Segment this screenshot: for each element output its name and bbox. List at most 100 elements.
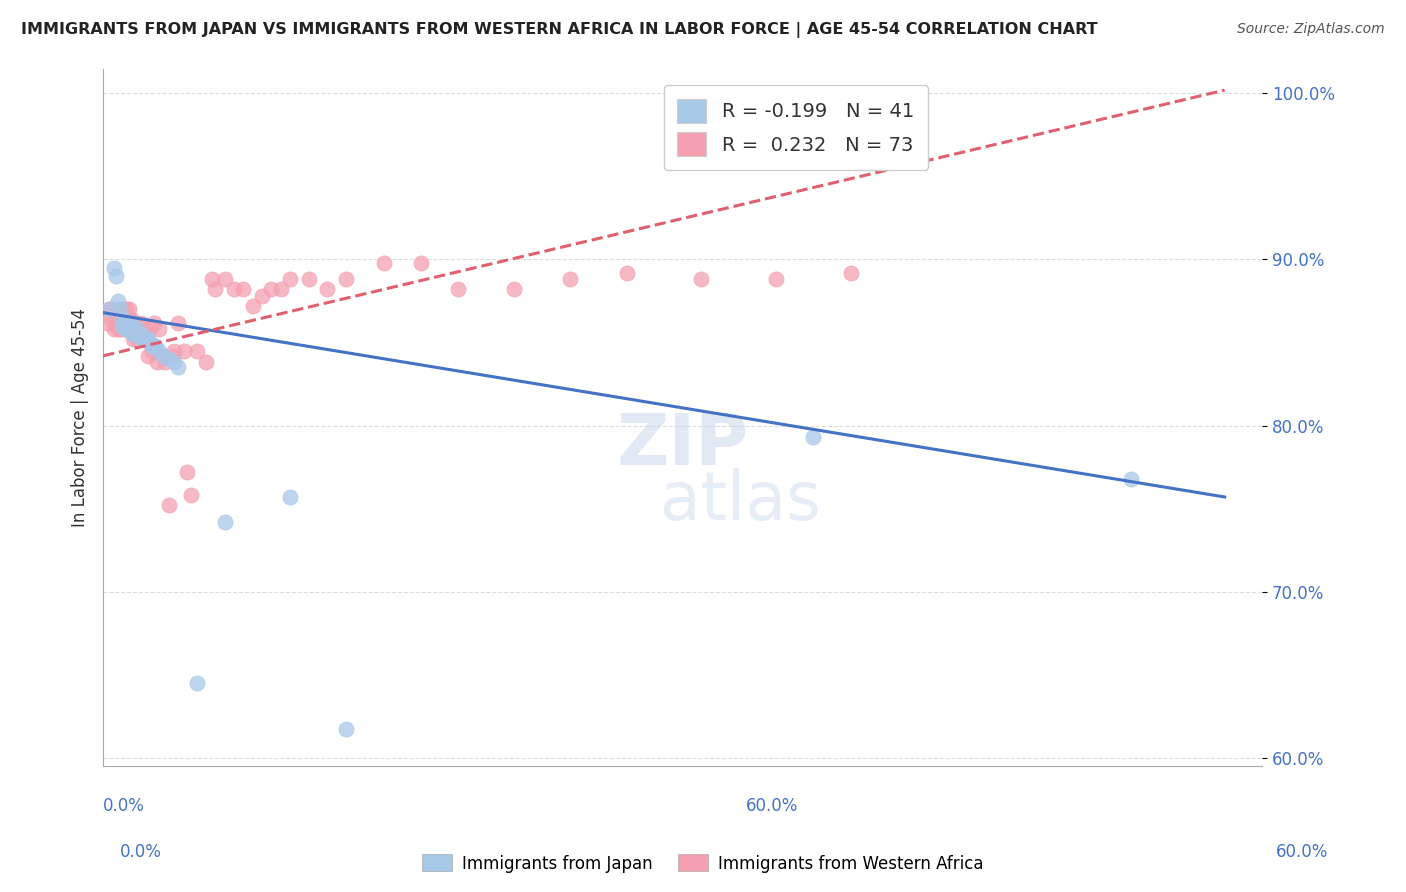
Point — [142, 316, 165, 330]
Point — [128, 327, 150, 342]
Point — [125, 332, 148, 346]
Point — [157, 352, 180, 367]
Point — [146, 355, 169, 369]
Legend: Immigrants from Japan, Immigrants from Western Africa: Immigrants from Japan, Immigrants from W… — [416, 847, 990, 880]
Point — [222, 282, 245, 296]
Point — [128, 322, 150, 336]
Point — [122, 332, 145, 346]
Point — [214, 515, 236, 529]
Point — [107, 312, 129, 326]
Point — [141, 339, 163, 353]
Point — [335, 272, 357, 286]
Text: 60.0%: 60.0% — [747, 797, 799, 814]
Point — [135, 327, 157, 342]
Point — [108, 302, 131, 317]
Point — [129, 316, 152, 330]
Point — [111, 302, 134, 317]
Point — [278, 490, 301, 504]
Point — [124, 316, 146, 330]
Text: 60.0%: 60.0% — [1277, 843, 1329, 861]
Point — [107, 322, 129, 336]
Point — [803, 430, 825, 444]
Point — [108, 322, 131, 336]
Point — [114, 302, 136, 317]
Point — [200, 272, 222, 286]
Point — [270, 282, 292, 296]
Point — [112, 322, 135, 336]
Point — [114, 322, 136, 336]
Point — [122, 316, 145, 330]
Text: IMMIGRANTS FROM JAPAN VS IMMIGRANTS FROM WESTERN AFRICA IN LABOR FORCE | AGE 45-: IMMIGRANTS FROM JAPAN VS IMMIGRANTS FROM… — [21, 22, 1098, 38]
Point — [117, 322, 139, 336]
Point — [131, 332, 153, 346]
Point — [409, 256, 432, 270]
Point — [250, 289, 273, 303]
Point — [107, 293, 129, 308]
Point — [97, 302, 120, 317]
Point — [298, 272, 321, 286]
Point — [373, 256, 395, 270]
Point — [167, 316, 190, 330]
Point — [125, 327, 148, 342]
Point — [96, 316, 118, 330]
Text: 0.0%: 0.0% — [103, 797, 145, 814]
Point — [134, 332, 156, 346]
Text: ZIP: ZIP — [616, 410, 749, 480]
Point — [194, 355, 217, 369]
Point — [129, 327, 152, 342]
Point — [173, 343, 195, 358]
Point — [129, 322, 152, 336]
Point — [1121, 472, 1143, 486]
Point — [134, 332, 156, 346]
Point — [180, 488, 202, 502]
Point — [103, 322, 125, 336]
Point — [117, 316, 139, 330]
Point — [118, 318, 141, 333]
Point — [120, 322, 142, 336]
Point — [278, 272, 301, 286]
Point — [141, 343, 163, 358]
Point — [242, 299, 264, 313]
Point — [105, 305, 128, 319]
Point — [232, 282, 254, 296]
Legend: R = -0.199   N = 41, R =  0.232   N = 73: R = -0.199 N = 41, R = 0.232 N = 73 — [664, 86, 928, 169]
Point — [839, 266, 862, 280]
Point — [122, 327, 145, 342]
Text: atlas: atlas — [659, 468, 821, 534]
Point — [111, 310, 134, 325]
Point — [616, 266, 638, 280]
Point — [120, 322, 142, 336]
Point — [111, 316, 134, 330]
Point — [163, 355, 186, 369]
Point — [122, 322, 145, 336]
Point — [142, 339, 165, 353]
Point — [118, 302, 141, 317]
Point — [157, 498, 180, 512]
Text: 0.0%: 0.0% — [120, 843, 162, 861]
Point — [163, 343, 186, 358]
Point — [120, 312, 142, 326]
Point — [105, 269, 128, 284]
Point — [503, 282, 526, 296]
Point — [186, 676, 208, 690]
Point — [125, 322, 148, 336]
Point — [105, 316, 128, 330]
Point — [765, 272, 787, 286]
Point — [145, 339, 167, 353]
Point — [335, 723, 357, 737]
Point — [124, 327, 146, 342]
Point — [260, 282, 283, 296]
Point — [117, 322, 139, 336]
Point — [103, 260, 125, 275]
Point — [145, 339, 167, 353]
Text: Source: ZipAtlas.com: Source: ZipAtlas.com — [1237, 22, 1385, 37]
Point — [139, 322, 162, 336]
Point — [136, 349, 159, 363]
Point — [120, 316, 142, 330]
Point — [153, 355, 176, 369]
Y-axis label: In Labor Force | Age 45-54: In Labor Force | Age 45-54 — [72, 308, 89, 527]
Point — [148, 322, 170, 336]
Point — [148, 343, 170, 358]
Point — [112, 318, 135, 333]
Point — [101, 302, 124, 317]
